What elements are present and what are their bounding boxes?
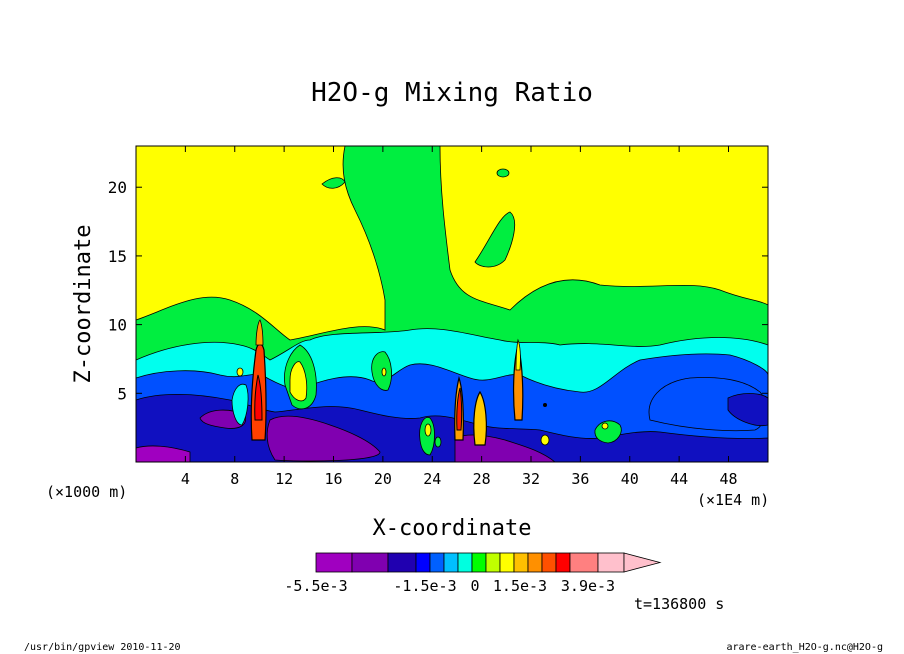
updraft-core-4	[515, 338, 521, 371]
x-tick-label: 8	[230, 470, 239, 488]
cell-1	[424, 423, 432, 437]
y-tick-label: 10	[108, 316, 127, 335]
y-tick-label: 20	[108, 178, 127, 197]
x-tick-label: 20	[374, 470, 392, 488]
cell-5	[543, 403, 547, 407]
colorbar-segment	[443, 552, 459, 573]
colorbar-segment	[457, 552, 473, 573]
x-axis-ticks: 4 8 12 16 20 24 28 32 36 40 44 48	[181, 146, 738, 488]
colorbar-segment	[485, 552, 501, 573]
chart-title: H2O-g Mixing Ratio	[311, 78, 593, 108]
x-tick-label: 16	[324, 470, 342, 488]
colorbar-label: 3.9e-3	[561, 577, 615, 595]
colorbar-segment	[429, 552, 445, 573]
y-axis-label: Z-coordinate	[71, 225, 96, 384]
cell-6	[236, 367, 244, 377]
colorbar-segment	[415, 552, 431, 573]
y-axis-ticks: 5 10 15 20	[108, 178, 768, 403]
contour-purple-2	[266, 415, 381, 462]
x-tick-label: 12	[275, 470, 293, 488]
colorbar-segment	[541, 552, 557, 573]
colorbar-segment	[315, 552, 353, 573]
footer-right: arare-earth_H2O-g.nc@H2O-g	[726, 642, 883, 653]
contour-green-blob-2	[371, 351, 392, 391]
updraft-core-2	[456, 387, 463, 431]
colorbar-label: 1.5e-3	[493, 577, 547, 595]
cell-2	[434, 436, 442, 448]
colorbar-label: 0	[470, 577, 479, 595]
plot-frame	[135, 145, 769, 463]
x-tick-label: 48	[719, 470, 737, 488]
colorbar	[315, 552, 662, 573]
contour-darkblue-right	[727, 393, 768, 427]
colorbar-segment	[513, 552, 529, 573]
colorbar-segment	[597, 552, 625, 573]
x-axis-label: X-coordinate	[373, 516, 532, 541]
colorbar-segment	[387, 552, 417, 573]
colorbar-segment	[555, 552, 571, 573]
contour-cyan-blob-1	[231, 383, 249, 426]
x-tick-label: 44	[670, 470, 688, 488]
x-tick-label: 24	[423, 470, 441, 488]
contour-yellow-blob-1	[289, 361, 308, 402]
colorbar-label: -1.5e-3	[393, 577, 456, 595]
contour-green-island	[474, 211, 516, 268]
colorbar-labels: -5.5e-3 -1.5e-3 0 1.5e-3 3.9e-3	[284, 577, 615, 595]
colorbar-segment	[569, 552, 599, 573]
updraft-outline-1	[255, 319, 264, 346]
x-tick-label: 36	[571, 470, 589, 488]
colorbar-segment	[471, 552, 487, 573]
colorbar-segment	[351, 552, 389, 573]
x-tick-label: 40	[621, 470, 639, 488]
cell-7	[381, 367, 387, 377]
contour-purple-4	[136, 445, 191, 462]
y-unit-label: (×1E4 m)	[697, 491, 769, 509]
plot-area	[135, 145, 769, 463]
x-tick-label: 32	[522, 470, 540, 488]
cell-3	[540, 434, 550, 446]
colorbar-label: -5.5e-3	[284, 577, 347, 595]
contour-green-left	[321, 177, 346, 189]
contour-green-spot	[496, 168, 510, 178]
x-unit-label: (×1000 m)	[46, 483, 127, 501]
colorbar-arrow	[623, 552, 662, 573]
y-tick-label: 15	[108, 247, 127, 266]
y-tick-label: 5	[117, 384, 127, 403]
footer-left: /usr/bin/gpview 2010-11-20	[24, 642, 181, 653]
updraft-column-3	[473, 390, 487, 446]
colorbar-segment	[527, 552, 543, 573]
x-tick-label: 4	[181, 470, 190, 488]
time-label: t=136800 s	[634, 595, 724, 613]
contour-green-blob-3	[594, 420, 622, 444]
colorbar-segment	[499, 552, 515, 573]
cell-4	[601, 422, 609, 430]
x-tick-label: 28	[473, 470, 491, 488]
updraft-core-1	[254, 374, 263, 421]
